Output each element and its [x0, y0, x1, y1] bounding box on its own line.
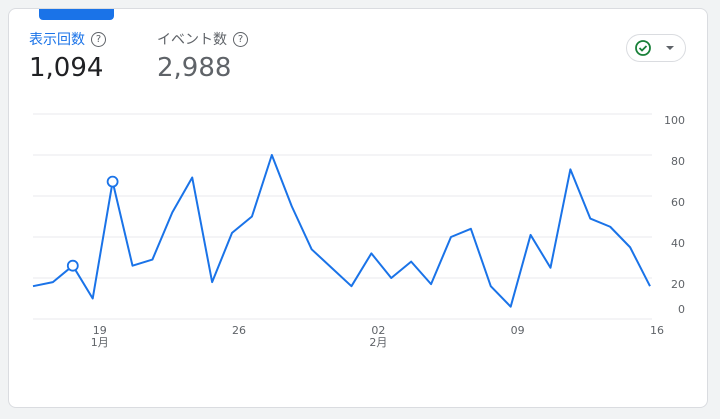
card: 表示回数? 1,094 イベント数? 2,988 — [8, 8, 708, 408]
x-tick-label: 02 — [371, 324, 385, 337]
metric-value: 1,094 — [29, 53, 104, 83]
x-tick-label: 26 — [232, 324, 246, 337]
y-tick-label: 100 — [664, 114, 685, 127]
help-icon[interactable]: ? — [233, 31, 248, 47]
metric-value: 2,988 — [157, 53, 232, 83]
help-icon[interactable]: ? — [91, 31, 106, 47]
x-tick-label: 19 — [93, 324, 107, 337]
metric-tab[interactable]: 表示回数? 1,094 — [29, 29, 106, 83]
metric-tab[interactable]: イベント数? 2,988 — [157, 29, 248, 83]
annotation-marker — [106, 175, 119, 188]
y-tick-label: 20 — [671, 278, 685, 291]
x-month-label: 2月 — [369, 336, 387, 349]
y-tick-label: 40 — [671, 237, 685, 250]
y-tick-label: 80 — [671, 155, 685, 168]
y-tick-label: 0 — [678, 303, 685, 316]
status-dropdown[interactable] — [626, 34, 686, 62]
check-circle — [635, 40, 651, 56]
y-tick-label: 60 — [671, 196, 685, 209]
caret — [666, 46, 674, 50]
x-tick-label: 16 — [650, 324, 664, 337]
dropdown-icons — [635, 40, 674, 56]
x-month-label: 1月 — [91, 336, 109, 349]
metric-label: イベント数 — [157, 32, 227, 48]
check-mark — [638, 45, 648, 52]
metric-label-row: イベント数? — [157, 29, 248, 49]
line-series — [32, 154, 651, 308]
metric-label: 表示回数 — [29, 32, 85, 48]
x-tick-label: 09 — [511, 324, 525, 337]
annotation-marker — [66, 259, 79, 272]
metric-label-row: 表示回数? — [29, 29, 106, 49]
active-tab-indicator — [39, 9, 114, 20]
